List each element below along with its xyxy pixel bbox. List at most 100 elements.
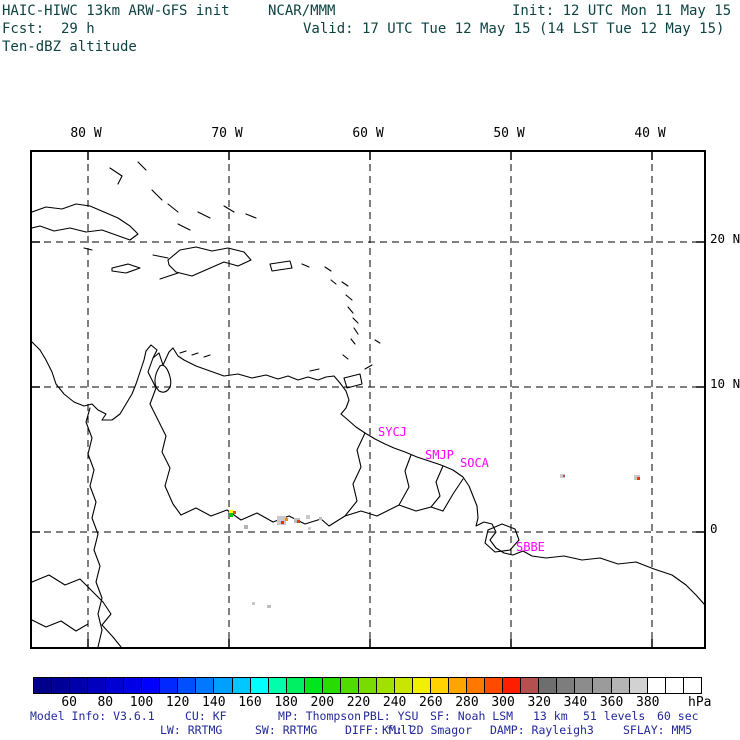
colorbar-tick-label: 100 bbox=[129, 695, 154, 710]
header-text: NCAR/MMM bbox=[268, 3, 336, 19]
radar-echo-pixel bbox=[281, 521, 284, 524]
border-guyana-suriname bbox=[398, 454, 412, 506]
islands-abc-margarita bbox=[179, 350, 320, 372]
map-panel: SYCJ SMJP SOCA SBBE bbox=[30, 150, 706, 649]
colorbar-segment bbox=[105, 678, 124, 693]
footer-text: DIFF: full bbox=[345, 723, 415, 737]
border-colombia-venezuela bbox=[147, 357, 182, 516]
colorbar-tick-label: 180 bbox=[274, 695, 298, 710]
borders-southwest bbox=[32, 574, 122, 647]
colorbar-tick-label: 280 bbox=[455, 695, 479, 710]
radar-echo-pixel bbox=[244, 525, 248, 529]
colorbar-segment bbox=[646, 678, 665, 693]
ticks-layer bbox=[32, 152, 704, 647]
footer-text: Model Info: V3.6.1 bbox=[30, 709, 155, 723]
colorbar-tick-label: 60 bbox=[61, 695, 77, 710]
colorbar-segment bbox=[51, 678, 70, 693]
colorbar-tick-label: 140 bbox=[202, 695, 226, 710]
island-marajo bbox=[484, 523, 520, 553]
colorbar-segment bbox=[682, 678, 701, 693]
colorbar-tick-label: 160 bbox=[238, 695, 262, 710]
coastline-central-south-america bbox=[32, 341, 704, 605]
gridlines-layer bbox=[32, 152, 704, 647]
radar-echo-pixel bbox=[297, 520, 300, 523]
station-code-label: SOCA bbox=[460, 456, 489, 470]
footer-text: KM: 2D Smagor bbox=[382, 723, 473, 737]
colorbar-segment bbox=[556, 678, 575, 693]
colorbar-segment bbox=[538, 678, 557, 693]
colorbar-segment bbox=[628, 678, 647, 693]
footer-text: LW: RRTMG bbox=[160, 723, 223, 737]
colorbar-segment bbox=[69, 678, 88, 693]
colorbar-segment bbox=[502, 678, 521, 693]
island-hispaniola bbox=[152, 246, 252, 280]
colorbar-tick-label: 80 bbox=[97, 695, 114, 710]
colorbar-tick-label: 220 bbox=[346, 695, 371, 710]
radar-echo-pixel bbox=[267, 605, 271, 608]
islands-lesser-antilles bbox=[301, 263, 381, 360]
footer-text: MP: Thompson bbox=[278, 709, 362, 723]
latitude-label: 0 bbox=[710, 521, 718, 536]
colorbar-tick-label: 260 bbox=[419, 695, 443, 710]
colorbar-segment bbox=[321, 678, 340, 693]
colorbar-segment bbox=[664, 678, 683, 693]
map-canvas bbox=[32, 152, 704, 647]
island-trinidad-tobago bbox=[343, 364, 373, 389]
colorbar-tick-label: 200 bbox=[310, 695, 335, 710]
longitude-label: 50 W bbox=[493, 126, 525, 141]
latitude-label: 20 N bbox=[710, 231, 740, 246]
colorbar-segment bbox=[430, 678, 449, 693]
radar-echo-pixel bbox=[277, 516, 286, 525]
coastline-pacific bbox=[85, 407, 103, 647]
colorbar-tick-label: 240 bbox=[382, 695, 407, 710]
radar-echo-pixel bbox=[563, 475, 565, 477]
longitude-label: 60 W bbox=[352, 126, 384, 141]
colorbar-tick-label: 120 bbox=[165, 695, 190, 710]
border-suriname-frenchguiana bbox=[430, 465, 444, 508]
coastline-cuba bbox=[32, 203, 139, 241]
colorbar-tick-label: 300 bbox=[491, 695, 515, 710]
island-puerto-rico bbox=[269, 260, 293, 272]
colorbar-segment bbox=[87, 678, 106, 693]
footer-text: SW: RRTMG bbox=[255, 723, 318, 737]
colorbar-segment bbox=[520, 678, 539, 693]
colorbar-segment bbox=[249, 678, 268, 693]
footer-text: PBL: YSU bbox=[363, 709, 419, 723]
footer-text: CU: KF bbox=[185, 709, 227, 723]
footer-text: SF: Noah LSM bbox=[430, 709, 514, 723]
colorbar-segment bbox=[466, 678, 485, 693]
radar-echo-pixel bbox=[229, 510, 233, 513]
island-jamaica bbox=[111, 263, 141, 274]
coastlines-layer bbox=[32, 161, 704, 647]
station-code-label: SBBE bbox=[516, 540, 545, 554]
footer-text: SFLAY: MM5 bbox=[623, 723, 693, 737]
colorbar-segment bbox=[393, 678, 412, 693]
border-frenchguiana-brazil bbox=[442, 478, 464, 512]
colorbar-segment bbox=[303, 678, 322, 693]
colorbar-segment bbox=[574, 678, 593, 693]
station-code-label: SYCJ bbox=[378, 425, 407, 439]
radar-echo-pixel bbox=[229, 513, 233, 517]
latitude-label: 10 N bbox=[710, 376, 740, 391]
colorbar-segment bbox=[177, 678, 196, 693]
colorbar-segment bbox=[592, 678, 611, 693]
border-venezuela-guyana bbox=[344, 432, 366, 517]
radar-echo-pixel bbox=[560, 474, 565, 478]
longitude-label: 80 W bbox=[70, 126, 102, 141]
longitude-label: 40 W bbox=[634, 126, 666, 141]
colorbar-segment bbox=[484, 678, 503, 693]
footer-text: 13 km bbox=[533, 709, 568, 723]
colorbar-segment bbox=[213, 678, 232, 693]
longitude-label: 70 W bbox=[211, 126, 243, 141]
radar-echo-pixel bbox=[285, 518, 288, 521]
colorbar-tick-label: 360 bbox=[599, 695, 624, 710]
colorbar-unit-label: hPa bbox=[688, 695, 712, 710]
header-text: Valid: 17 UTC Tue 12 May 15 (14 LST Tue … bbox=[303, 21, 725, 37]
footer-text: 60 sec bbox=[657, 709, 699, 723]
colorbar-segment bbox=[123, 678, 142, 693]
radar-echo-pixel bbox=[308, 527, 311, 530]
radar-echo-pixel bbox=[252, 602, 255, 605]
colorbar-segment bbox=[141, 678, 160, 693]
colorbar-segment bbox=[339, 678, 358, 693]
